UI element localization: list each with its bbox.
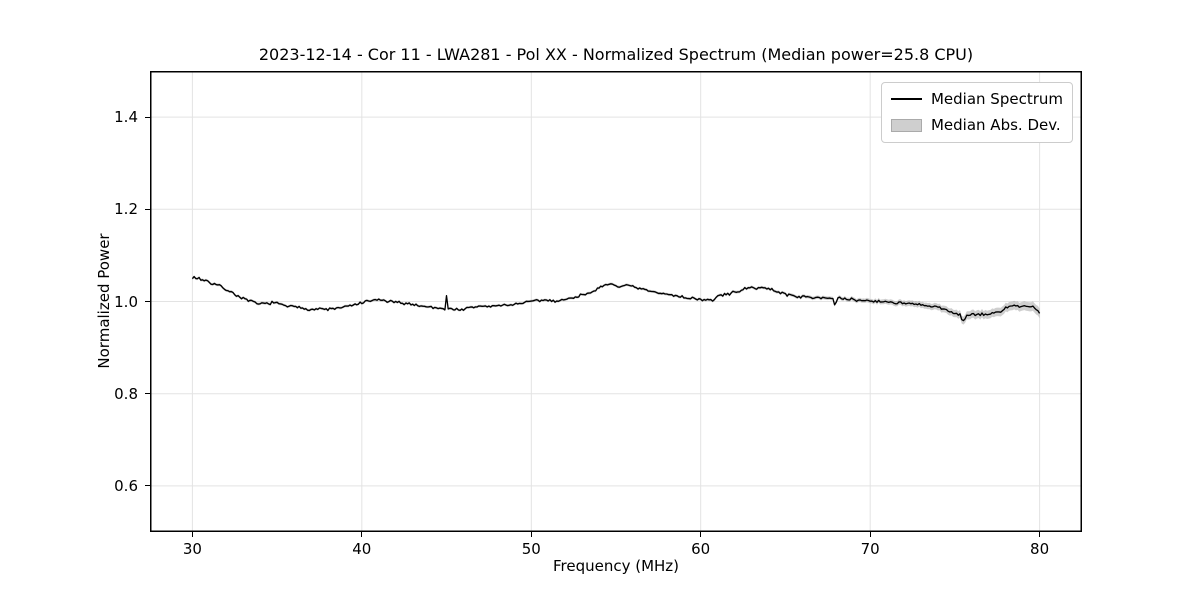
x-tick-mark bbox=[869, 532, 871, 537]
y-tick-label: 1.4 bbox=[114, 108, 138, 127]
x-tick-label: 70 bbox=[860, 540, 880, 558]
x-tick-label: 60 bbox=[691, 540, 711, 558]
chart-title: 2023-12-14 - Cor 11 - LWA281 - Pol XX - … bbox=[258, 45, 974, 64]
y-tick-mark bbox=[145, 485, 150, 487]
y-tick-label: 1.2 bbox=[114, 200, 138, 219]
legend: Median Spectrum Median Abs. Dev. bbox=[880, 82, 1073, 143]
x-tick-mark bbox=[1039, 532, 1041, 537]
y-tick-label: 1.0 bbox=[114, 292, 138, 311]
x-axis-label: Frequency (MHz) bbox=[552, 557, 680, 575]
median-spectrum-line bbox=[191, 275, 1041, 322]
legend-label-median-abs-dev: Median Abs. Dev. bbox=[930, 116, 1061, 134]
x-tick-label: 50 bbox=[521, 540, 541, 558]
x-tick-mark bbox=[191, 532, 193, 537]
x-tick-label: 30 bbox=[182, 540, 202, 558]
mad-band bbox=[192, 275, 1040, 325]
y-tick-mark bbox=[145, 301, 150, 302]
y-tick-mark bbox=[145, 393, 150, 395]
y-tick-mark bbox=[145, 116, 150, 118]
mad-band-swatch bbox=[890, 118, 922, 132]
plot-frame bbox=[150, 71, 1082, 532]
x-tick-label: 40 bbox=[352, 540, 372, 558]
y-tick-mark bbox=[145, 208, 150, 210]
y-tick-label: 0.8 bbox=[114, 384, 138, 403]
legend-item-median-abs-dev: Median Abs. Dev. bbox=[890, 115, 1063, 135]
x-tick-mark bbox=[530, 532, 532, 537]
x-tick-mark bbox=[700, 532, 702, 537]
legend-label-median-spectrum: Median Spectrum bbox=[930, 90, 1063, 108]
x-tick-mark bbox=[361, 532, 363, 537]
spectrum-plot-svg bbox=[150, 71, 1082, 532]
y-tick-label: 0.6 bbox=[114, 476, 138, 495]
x-tick-label: 80 bbox=[1030, 540, 1050, 558]
legend-item-median-spectrum: Median Spectrum bbox=[890, 89, 1063, 109]
plot-area: Median Spectrum Median Abs. Dev. bbox=[150, 71, 1082, 532]
median-spectrum-line-swatch bbox=[890, 98, 922, 100]
